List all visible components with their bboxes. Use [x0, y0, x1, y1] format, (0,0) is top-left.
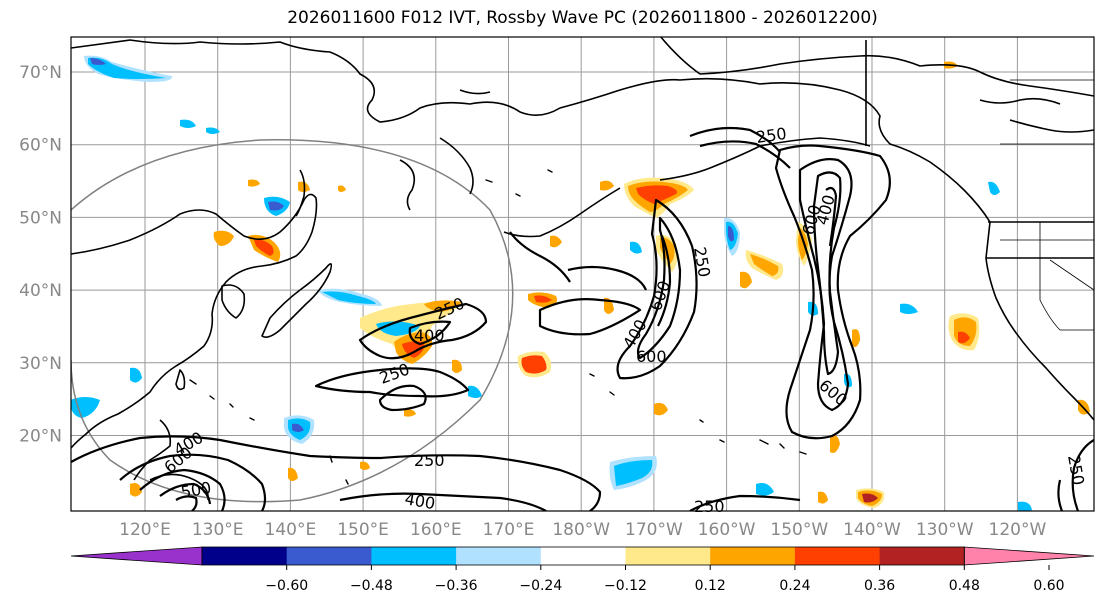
lon-tick-label: 120°E [119, 520, 171, 540]
lat-tick-label: 30°N [19, 354, 62, 374]
colorbar-outline [201, 546, 965, 566]
lat-tick-label: 60°N [19, 136, 62, 156]
lon-tick-label: 130°E [192, 520, 244, 540]
colorbar-tick-label: −0.48 [350, 578, 393, 594]
map-area [71, 37, 1094, 511]
islands [189, 169, 807, 485]
lon-tick-label: 170°W [625, 520, 683, 540]
lat-labels: 70°N 60°N 50°N 40°N 30°N 20°N [19, 63, 62, 447]
lat-tick-label: 20°N [19, 427, 62, 447]
lon-tick-label: 150°W [770, 520, 828, 540]
contour-label: 250 [414, 451, 445, 470]
contour-labels: 250 400 600 250 600 400 250 400 250 600 … [160, 124, 1088, 516]
colorbar-segment [879, 547, 965, 565]
colorbar-segment [794, 547, 881, 565]
colorbar-segment [625, 547, 711, 565]
colorbar-segment [456, 547, 542, 565]
colorbar-ticks: −0.60 −0.48 −0.36 −0.24 −0.12 0.12 0.24 0.36 0.4… [265, 565, 1065, 594]
map-border [70, 36, 1095, 512]
lat-tick-label: 70°N [19, 63, 62, 83]
chart-title: 2026011600 F012 IVT, Rossby Wave PC (202… [287, 8, 878, 28]
colorbar-tick-label: −0.12 [604, 578, 647, 594]
lon-labels: 120°E 130°E 140°E 150°E 160°E 170°E 180°W 170°W… [119, 520, 1046, 540]
contour-label: 600 [636, 347, 667, 366]
colorbar-tick-label: −0.60 [265, 578, 308, 594]
colorbar-tick-label: 0.24 [779, 578, 810, 594]
colorbar-segment [710, 547, 796, 565]
colorbar-segment [286, 547, 372, 565]
colorbar-segment [371, 547, 457, 565]
lon-tick-label: 160°W [698, 520, 756, 540]
contour-label: 400 [414, 326, 445, 345]
contour-label: 250 [694, 497, 725, 516]
lon-tick-label: 130°W [916, 520, 974, 540]
lat-tick-label: 50°N [19, 208, 62, 228]
lon-tick-label: 140°W [843, 520, 901, 540]
lon-tick-label: 150°E [337, 520, 389, 540]
region-circle [71, 139, 514, 503]
ivt-contours [71, 126, 1094, 511]
lon-tick-label: 160°E [410, 520, 462, 540]
colorbar-tick-label: 0.60 [1033, 578, 1064, 594]
gridlines [71, 37, 1094, 511]
colorbar-tick-label: 0.48 [949, 578, 980, 594]
borders [1000, 79, 1094, 331]
lon-tick-label: 120°W [989, 520, 1047, 540]
lon-tick-label: 170°E [483, 520, 535, 540]
colorbar-segment [540, 547, 626, 565]
colorbar-segment [202, 547, 288, 565]
colorbar-tick-label: 0.12 [695, 578, 726, 594]
colorbar-tick-label: −0.36 [435, 578, 478, 594]
lon-tick-label: 140°E [265, 520, 317, 540]
negative-pc-patches [71, 55, 1032, 511]
colorbar-tick-label: −0.24 [519, 578, 562, 594]
positive-pc-patches [130, 61, 1090, 508]
colorbar-extend-low [70, 546, 203, 566]
lon-tick-label: 180°W [552, 520, 610, 540]
colorbar [70, 546, 1095, 566]
colorbar-extend-high [963, 546, 1095, 566]
colorbar-tick-label: 0.36 [864, 578, 895, 594]
lat-tick-label: 40°N [19, 281, 62, 301]
contour-label: 250 [755, 124, 788, 147]
